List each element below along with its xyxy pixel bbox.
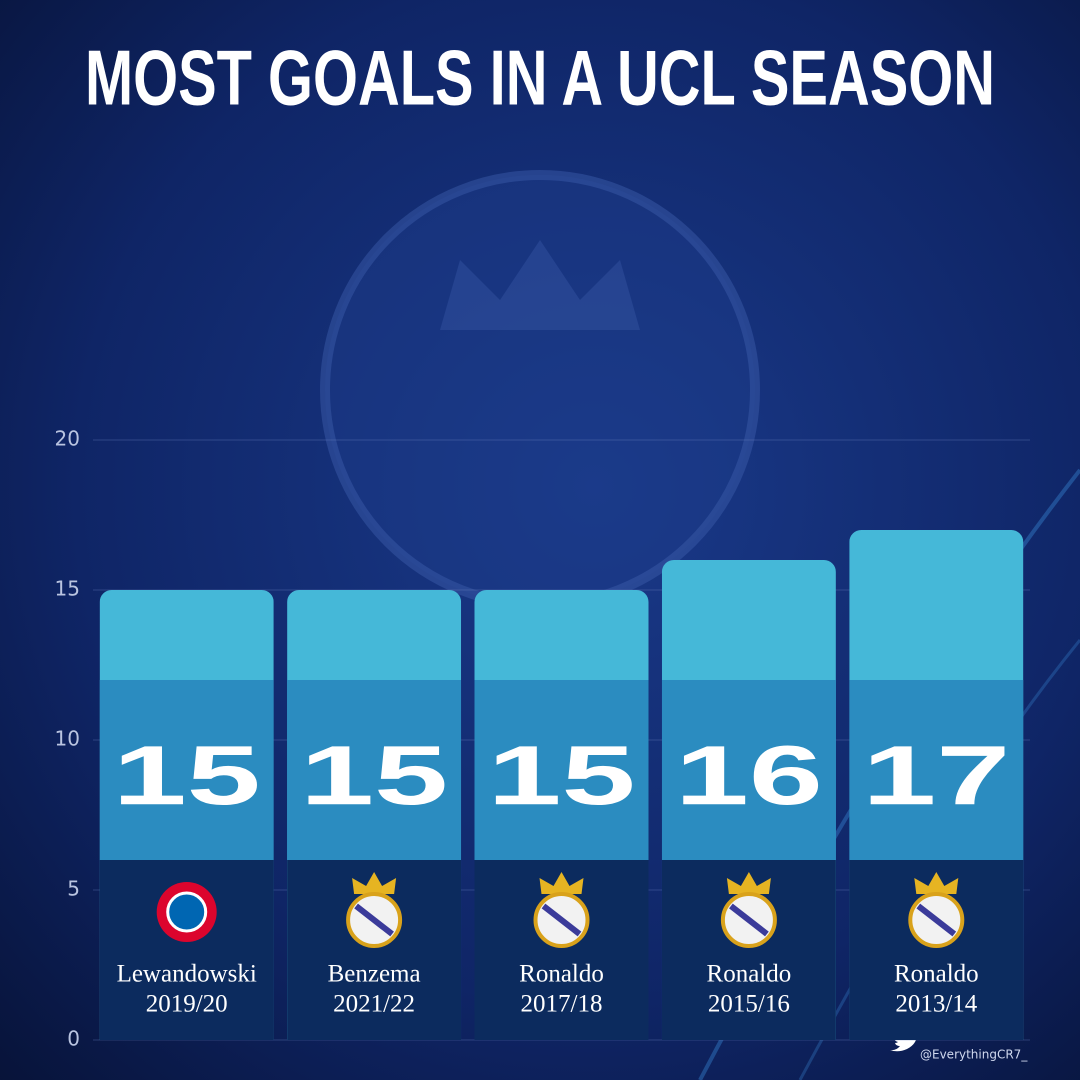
- value-label: 15: [488, 728, 636, 822]
- value-label: 17: [862, 728, 1010, 822]
- season-label: 2017/18: [521, 991, 603, 1018]
- club-crest: [720, 872, 777, 948]
- bar-group: [99, 590, 274, 1040]
- bar-group: [287, 590, 462, 1040]
- crest-crown: [726, 872, 771, 894]
- bar-band-mid: [287, 680, 462, 860]
- crest-inner: [166, 891, 208, 933]
- x-tick-label: Ronaldo: [519, 961, 604, 988]
- bar-group: [661, 560, 836, 1040]
- y-tick-label: 20: [55, 427, 80, 451]
- bar-group: [474, 590, 649, 1040]
- crest-band: [541, 903, 582, 937]
- value-label: 16: [675, 728, 823, 822]
- season-label: 2021/22: [333, 991, 415, 1018]
- club-crest: [533, 872, 590, 948]
- x-tick-label: Ronaldo: [894, 961, 979, 988]
- season-label: 2013/14: [895, 991, 977, 1018]
- bar-band-mid: [849, 680, 1024, 860]
- club-crest: [346, 872, 403, 948]
- bar-band-mid: [474, 680, 649, 860]
- bar-band-mid: [661, 680, 836, 860]
- crest-band: [729, 903, 769, 937]
- club-crest: [908, 872, 965, 948]
- y-tick-label: 10: [55, 727, 80, 751]
- crest-crown: [352, 872, 397, 894]
- x-tick-label: Lewandowski: [117, 961, 257, 988]
- y-tick-label: 5: [67, 877, 80, 901]
- crest-band: [354, 903, 394, 937]
- season-label: 2019/20: [146, 991, 228, 1018]
- handle: @EverythingCR7_: [920, 1048, 1028, 1062]
- chart-title: MOST GOALS IN A UCL SEASON: [85, 34, 995, 122]
- crest-crown: [914, 872, 959, 894]
- x-tick-label: Benzema: [328, 961, 421, 988]
- value-label: 15: [113, 728, 261, 822]
- club-crest: [156, 882, 217, 942]
- crest-band: [916, 903, 957, 937]
- y-tick-label: 15: [55, 577, 80, 601]
- crest-crown: [539, 872, 584, 894]
- watermark-logo: [320, 170, 760, 610]
- bar-band-mid: [99, 680, 274, 860]
- value-label: 15: [300, 728, 448, 822]
- x-tick-label: Ronaldo: [707, 961, 792, 988]
- bar-group: [849, 530, 1024, 1040]
- y-tick-label: 0: [67, 1027, 80, 1051]
- season-label: 2015/16: [708, 991, 790, 1018]
- watermark-crown: [440, 240, 640, 330]
